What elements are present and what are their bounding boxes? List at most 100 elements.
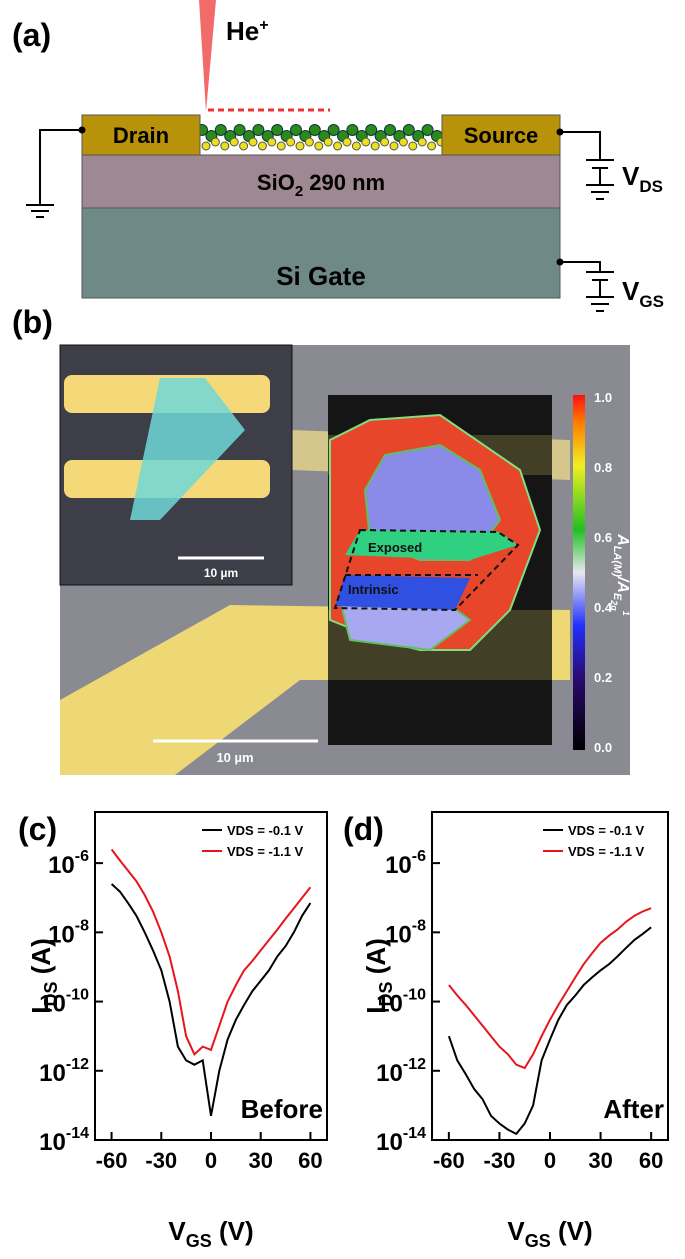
atom <box>295 141 305 151</box>
node <box>556 128 564 136</box>
y-tick-label: 10-10 <box>376 987 426 1018</box>
label-sub: DS <box>376 982 396 1007</box>
scale-label: 10 µm <box>216 750 253 765</box>
colorbar-tick-label: 1.0 <box>594 390 612 405</box>
label-unit: (V) <box>551 1216 593 1246</box>
y-tick-base: 10 <box>39 1060 66 1087</box>
y-tick-label: 10-8 <box>385 917 426 948</box>
cb-label-sub: E <box>611 593 623 601</box>
colorbar-tick-label: 0.2 <box>594 670 612 685</box>
x-tick-label: -30 <box>145 1148 177 1173</box>
panel-label: (c) <box>18 811 57 847</box>
y-tick-label: 10-14 <box>376 1125 426 1156</box>
atom <box>398 137 408 147</box>
inset-flake <box>130 378 245 520</box>
cb-label-sup: 1 <box>621 611 631 616</box>
y-tick-exponent: -6 <box>412 848 426 865</box>
oxide-text: 290 nm <box>303 170 385 195</box>
beam-label: He+ <box>226 16 269 46</box>
y-tick-exponent: -8 <box>412 917 426 934</box>
y-axis-label: IDS (A) <box>361 938 396 1014</box>
vds-sub: DS <box>639 177 663 196</box>
vds-text: V <box>622 161 640 191</box>
atom <box>333 141 343 151</box>
x-tick-label: -60 <box>433 1148 465 1173</box>
atom <box>233 124 246 136</box>
atom <box>267 137 277 147</box>
oxide-sub: 2 <box>295 183 303 200</box>
atom <box>370 141 380 151</box>
vgs-sub: GS <box>639 292 664 311</box>
label-main: I <box>361 1007 391 1014</box>
atom <box>408 141 418 151</box>
atom <box>201 141 211 151</box>
node <box>556 258 564 266</box>
colorbar-ticks: 1.0 0.8 0.6 0.4 0.2 0.0 <box>594 390 613 755</box>
y-tick-exponent: -14 <box>66 1125 89 1142</box>
y-tick-base: 10 <box>48 921 75 948</box>
y-tick-exponent: -10 <box>403 987 426 1004</box>
atom <box>417 137 427 147</box>
atom <box>304 137 314 147</box>
atom <box>389 141 399 151</box>
atom <box>252 124 265 136</box>
oxide-text: SiO <box>257 170 295 195</box>
label-sub: DS <box>41 982 61 1007</box>
vds-label: VDS <box>622 161 663 196</box>
beam-text: He <box>226 16 259 46</box>
mos2-flake <box>196 124 446 151</box>
inset-scale-label: 10 µm <box>204 566 238 580</box>
panel-label: (a) <box>12 17 51 53</box>
y-tick-exponent: -10 <box>66 987 89 1004</box>
series-line <box>448 907 652 1070</box>
plot-frame <box>94 811 328 1141</box>
y-tick-base: 10 <box>385 852 412 879</box>
x-tick-label: -30 <box>484 1148 516 1173</box>
label-main: V <box>168 1216 186 1246</box>
x-tick-label: 30 <box>248 1148 272 1173</box>
node <box>78 126 86 134</box>
colorbar-tick-label: 0.4 <box>594 600 613 615</box>
atom <box>308 124 321 136</box>
gate-layer <box>81 207 561 299</box>
atom <box>257 141 267 151</box>
y-tick-base: 10 <box>48 852 75 879</box>
panel-label: (b) <box>12 304 53 340</box>
atom <box>346 124 359 136</box>
y-tick-label: 10-8 <box>48 917 89 948</box>
atom <box>229 137 239 147</box>
y-tick-label: 10-6 <box>385 848 426 879</box>
intrinsic-region <box>335 575 470 610</box>
exposed-label: Exposed <box>368 540 422 555</box>
x-tick-label: 60 <box>298 1148 322 1173</box>
colorbar-label: ALA(M)/AE2g1 <box>609 533 631 616</box>
colorbar-tick-label: 0.6 <box>594 530 612 545</box>
vgs-label: VGS <box>622 276 664 311</box>
atom <box>276 141 286 151</box>
annotation: Before <box>241 1094 323 1124</box>
colorbar <box>573 395 585 750</box>
colorbar-tick-label: 0.0 <box>594 740 612 755</box>
label-main: V <box>507 1216 525 1246</box>
x-tick-label: 0 <box>205 1148 217 1173</box>
atom <box>384 124 396 136</box>
legend-label: VDS = -1.1 V <box>568 844 645 859</box>
x-tick-label: 30 <box>588 1148 612 1173</box>
label-sub: GS <box>525 1231 551 1251</box>
y-tick-label: 10-12 <box>376 1056 426 1087</box>
y-tick-base: 10 <box>39 991 66 1018</box>
legend-label: VDS = -0.1 V <box>568 823 645 838</box>
panel-b: Exposed Intrinsic 10 µm 10 µm 1.0 0.8 0.6 0… <box>12 304 631 775</box>
atom <box>402 124 415 136</box>
drain-electrode <box>81 114 201 156</box>
beam-sup: + <box>259 17 268 34</box>
y-tick-exponent: -12 <box>403 1056 426 1073</box>
y-tick-base: 10 <box>376 1060 403 1087</box>
drain-label: Drain <box>113 123 169 148</box>
atom <box>327 124 340 136</box>
atom <box>286 137 296 147</box>
x-axis-label: VGS (V) <box>507 1216 592 1251</box>
cb-label-sub: LA(M) <box>611 546 623 577</box>
atom <box>210 137 220 147</box>
